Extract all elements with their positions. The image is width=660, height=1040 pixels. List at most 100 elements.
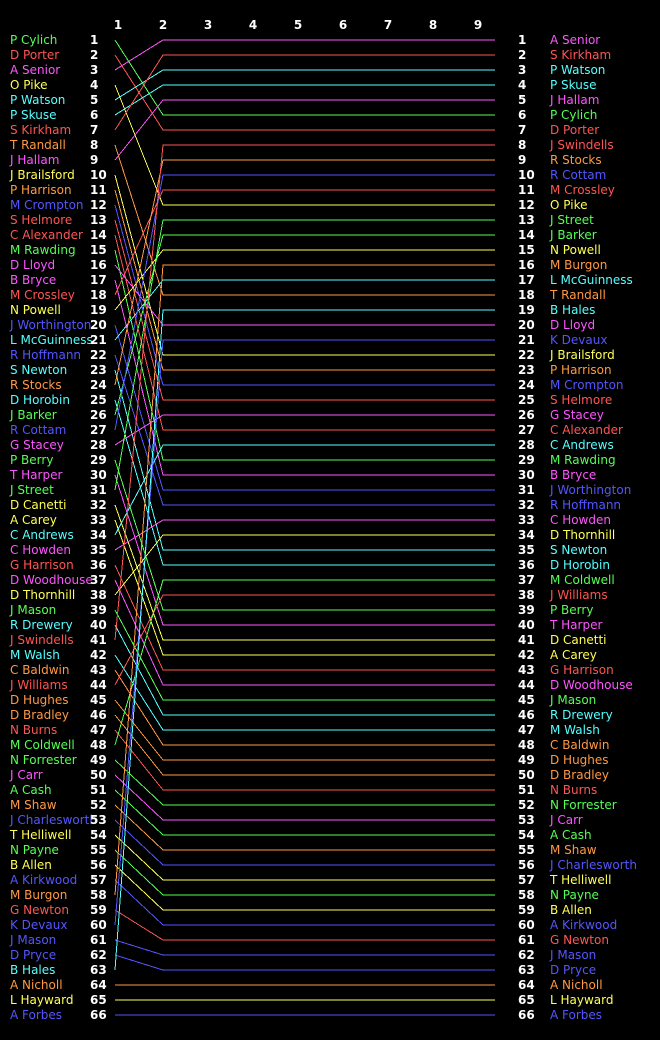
right-series-label: A Carey: [550, 648, 597, 662]
series-line-14: [114, 234, 495, 431]
right-position-label: 52: [518, 798, 535, 812]
left-position-label: 2: [90, 48, 98, 62]
series-lines: [114, 39, 495, 1016]
series-line-11: [114, 189, 495, 371]
right-series-label: B Allen: [550, 903, 592, 917]
right-position-label: 27: [518, 423, 535, 437]
right-series-label: G Stacey: [550, 408, 604, 422]
left-position-label: 12: [90, 198, 107, 212]
right-series-label: R Stocks: [550, 153, 602, 167]
x-tick-label: 2: [159, 18, 167, 32]
left-position-label: 6: [90, 108, 98, 122]
left-position-label: 50: [90, 768, 107, 782]
right-position-label: 42: [518, 648, 535, 662]
x-tick-label: 9: [474, 18, 482, 32]
left-position-label: 21: [90, 333, 107, 347]
series-line-32: [114, 504, 495, 641]
left-series-label: P Skuse: [10, 108, 57, 122]
left-position-label: 40: [90, 618, 107, 632]
left-series-label: P Watson: [10, 93, 65, 107]
left-series-label: J Charlesworth: [9, 813, 97, 827]
series-line-39: [114, 609, 495, 701]
right-series-label: P Cylich: [550, 108, 597, 122]
right-series-label: R Drewery: [550, 708, 613, 722]
right-position-label: 65: [518, 993, 535, 1007]
series-line-48: [114, 579, 495, 746]
right-position-label: 2: [518, 48, 526, 62]
series-line-62: [114, 954, 495, 971]
left-series-label: A Senior: [10, 63, 60, 77]
series-line-17: [114, 279, 495, 476]
right-position-label: 8: [518, 138, 526, 152]
right-series-label: R Hoffmann: [550, 498, 621, 512]
left-series-label: O Pike: [10, 78, 47, 92]
right-series-label: G Harrison: [550, 663, 614, 677]
series-line-52: [114, 804, 495, 851]
right-series-label: J Swindells: [549, 138, 614, 152]
left-series-label: B Allen: [10, 858, 52, 872]
right-series-label: M Crompton: [550, 378, 624, 392]
left-position-label: 35: [90, 543, 107, 557]
right-series-label: D Lloyd: [550, 318, 595, 332]
left-position-label: 1: [90, 33, 98, 47]
right-position-label: 31: [518, 483, 535, 497]
right-position-label: 10: [518, 168, 535, 182]
left-series-label: P Cylich: [10, 33, 57, 47]
right-series-label: S Newton: [550, 543, 607, 557]
left-series-label: C Andrews: [10, 528, 74, 542]
left-position-label: 37: [90, 573, 107, 587]
left-series-label: N Payne: [10, 843, 59, 857]
left-position-label: 14: [90, 228, 107, 242]
left-series-label: D Lloyd: [10, 258, 55, 272]
series-line-9: [114, 99, 495, 161]
right-series-label: M Walsh: [550, 723, 600, 737]
left-series-label: L McGuinness: [10, 333, 93, 347]
left-position-label: 28: [90, 438, 107, 452]
left-position-label: 57: [90, 873, 107, 887]
left-series-label: N Powell: [10, 303, 61, 317]
right-position-label: 51: [518, 783, 535, 797]
series-line-12: [114, 204, 495, 386]
series-line-28: [114, 414, 495, 446]
right-series-label: O Pike: [550, 198, 587, 212]
left-position-label: 53: [90, 813, 107, 827]
left-position-label: 9: [90, 153, 98, 167]
right-position-label: 26: [518, 408, 535, 422]
series-line-21: [114, 279, 495, 341]
left-position-label: 45: [90, 693, 107, 707]
left-position-label: 3: [90, 63, 98, 77]
x-tick-label: 1: [114, 18, 122, 32]
right-series-label: J Carr: [549, 813, 583, 827]
right-position-label: 23: [518, 363, 535, 377]
right-series-label: D Bradley: [550, 768, 609, 782]
left-series-label: S Kirkham: [10, 123, 71, 137]
x-tick-label: 3: [204, 18, 212, 32]
left-position-label: 32: [90, 498, 107, 512]
left-position-label: 16: [90, 258, 107, 272]
left-series-label: M Rawding: [10, 243, 76, 257]
right-series-label: M Burgon: [550, 258, 607, 272]
left-position-label: 41: [90, 633, 107, 647]
left-position-label: 42: [90, 648, 107, 662]
left-position-label: 17: [90, 273, 107, 287]
right-position-label: 63: [518, 963, 535, 977]
right-position-label: 54: [518, 828, 535, 842]
series-line-44: [114, 594, 495, 686]
right-series-label: T Randall: [549, 288, 606, 302]
series-line-63: [114, 309, 495, 971]
left-position-label: 44: [90, 678, 107, 692]
right-position-label: 48: [518, 738, 535, 752]
series-line-33: [114, 519, 495, 656]
left-position-label: 25: [90, 393, 107, 407]
right-position-label: 6: [518, 108, 526, 122]
series-line-23: [114, 369, 495, 551]
right-position-label: 47: [518, 723, 535, 737]
left-series-label: C Howden: [10, 543, 71, 557]
right-position-label: 7: [518, 123, 526, 137]
x-tick-label: 6: [339, 18, 347, 32]
right-position-label: 11: [518, 183, 535, 197]
left-position-label: 56: [90, 858, 107, 872]
series-line-19: [114, 249, 495, 311]
right-series-label: J Brailsford: [549, 348, 615, 362]
